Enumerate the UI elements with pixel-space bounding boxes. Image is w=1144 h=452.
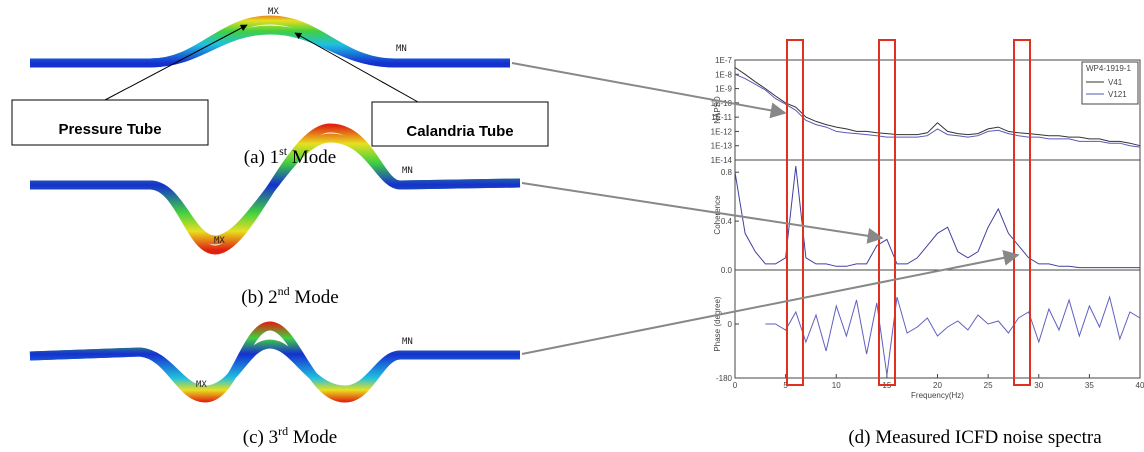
caption: (b) 2nd Mode	[241, 284, 338, 308]
plot-frame	[735, 160, 1140, 270]
highlight-box	[1014, 40, 1030, 385]
caption-sup: nd	[278, 284, 290, 298]
plot-frame	[735, 270, 1140, 378]
y-tick-label: 1E-9	[715, 85, 732, 94]
caption-text: Mode	[288, 427, 337, 448]
y-tick-label: 1E-8	[715, 70, 732, 79]
series-line	[735, 74, 1140, 147]
arrow	[522, 183, 882, 238]
page: MX MN Pressure Tube Calandria Tube MX MN…	[0, 0, 1144, 452]
y-tick-label: 1E-13	[711, 142, 733, 151]
caption: (a) 1st Mode	[244, 144, 336, 168]
series-line	[735, 166, 1140, 268]
spectra-chart: 1E-71E-81E-91E-101E-111E-121E-131E-14NAP…	[711, 56, 1144, 400]
series-line	[735, 68, 1140, 146]
y-tick-label: 0.4	[721, 217, 733, 226]
mode-1	[30, 20, 510, 63]
arrows	[512, 63, 1018, 354]
x-tick-label: 25	[984, 381, 993, 390]
y-tick-label: 1E-7	[715, 56, 732, 65]
min-label: MN	[402, 166, 413, 176]
legend-title: WP4-1919-1	[1086, 64, 1131, 73]
y-tick-label: 0.0	[721, 266, 733, 275]
caption-text: (c) 3	[243, 427, 278, 448]
highlights	[787, 40, 1030, 385]
min-label: MN	[402, 337, 413, 347]
y-axis-label: Phase (degree)	[713, 296, 722, 351]
x-tick-label: 35	[1085, 381, 1094, 390]
x-tick-label: 10	[832, 381, 841, 390]
min-label: MN	[396, 44, 407, 54]
mode-3	[30, 326, 520, 398]
caption-text: (b) 2	[241, 287, 277, 308]
arrow	[512, 63, 785, 113]
x-tick-label: 0	[733, 381, 738, 390]
legend-label: V121	[1108, 90, 1127, 99]
legend-label: V41	[1108, 78, 1123, 87]
box-label: Calandria Tube	[406, 123, 513, 140]
max-label: MX	[268, 7, 279, 17]
max-label: MX	[214, 236, 225, 246]
caption-text: Mode	[290, 287, 339, 308]
calandria-tube	[30, 344, 520, 390]
series-line	[765, 297, 1140, 375]
y-tick-label: -180	[716, 374, 733, 383]
y-tick-label: 0.8	[721, 168, 733, 177]
pressure-tube	[30, 326, 520, 398]
x-tick-label: 40	[1136, 381, 1144, 390]
max-label: MX	[196, 380, 207, 390]
caption-sup: rd	[278, 424, 288, 438]
x-axis-label: Frequency(Hz)	[911, 391, 964, 400]
box-label: Pressure Tube	[58, 121, 161, 138]
y-tick-label: 1E-14	[711, 156, 733, 165]
figure: MX MN Pressure Tube Calandria Tube MX MN…	[0, 0, 1144, 452]
caption: (c) 3rd Mode	[243, 424, 337, 448]
caption: (d) Measured ICFD noise spectra	[848, 427, 1102, 448]
y-tick-label: 1E-12	[711, 127, 733, 136]
y-axis-label: Coherence	[713, 195, 722, 235]
y-tick-label: 0	[728, 320, 733, 329]
caption-text: (a) 1	[244, 147, 279, 168]
x-tick-label: 30	[1034, 381, 1043, 390]
x-tick-label: 20	[933, 381, 942, 390]
caption-text: Mode	[287, 147, 336, 168]
calandria-tube	[30, 30, 510, 63]
